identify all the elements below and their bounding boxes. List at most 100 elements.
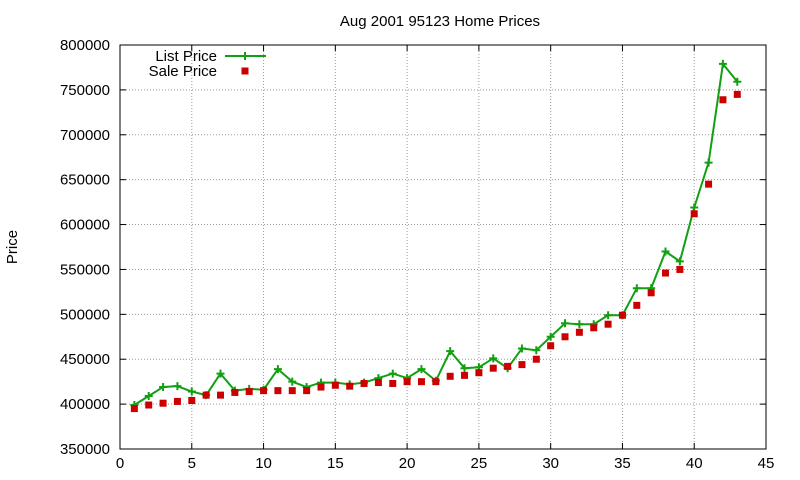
y-tick-label: 700000 — [60, 127, 110, 144]
data-point-sale-price — [446, 372, 454, 380]
data-point-sale-price — [417, 378, 425, 386]
data-point-sale-price — [475, 369, 483, 377]
data-point-list-price — [690, 203, 699, 212]
legend-label-sale-price: Sale Price — [149, 63, 217, 80]
data-point-sale-price — [633, 301, 641, 309]
series-sale-price — [130, 90, 741, 413]
data-point-list-price — [489, 354, 498, 363]
data-point-sale-price — [532, 355, 540, 363]
data-point-sale-price — [130, 405, 138, 413]
data-point-sale-price — [690, 210, 698, 218]
y-tick-label: 350000 — [60, 441, 110, 458]
data-point-sale-price — [216, 391, 224, 399]
data-point-sale-price — [733, 90, 741, 98]
x-tick-label: 0 — [116, 455, 124, 472]
y-tick-label: 550000 — [60, 261, 110, 278]
data-point-list-price — [216, 369, 225, 378]
data-point-sale-price — [489, 364, 497, 372]
data-point-sale-price — [461, 371, 469, 379]
x-tick-label: 15 — [327, 455, 344, 472]
y-tick-label: 600000 — [60, 217, 110, 234]
y-tick-label: 500000 — [60, 306, 110, 323]
data-point-sale-price — [676, 265, 684, 273]
grid-layer — [120, 45, 766, 449]
y-axis-label: Price — [4, 230, 21, 264]
legend: List Price Sale Price — [149, 48, 266, 80]
data-point-sale-price — [504, 362, 512, 370]
y-tick-label: 750000 — [60, 82, 110, 99]
x-tick-label: 35 — [614, 455, 631, 472]
data-point-sale-price — [604, 320, 612, 328]
series-list-price — [130, 59, 742, 410]
data-point-list-price — [173, 382, 182, 391]
x-tick-label: 30 — [542, 455, 559, 472]
data-point-sale-price — [705, 180, 713, 188]
data-point-list-price — [288, 377, 297, 386]
data-point-list-price — [144, 392, 153, 401]
x-tick-label: 25 — [471, 455, 488, 472]
data-point-list-price — [532, 346, 541, 355]
data-point-list-price — [187, 387, 196, 396]
data-point-sale-price — [389, 379, 397, 387]
data-point-list-price — [704, 158, 713, 167]
series-line-list-price — [133, 62, 739, 406]
data-point-sale-price — [317, 383, 325, 391]
data-point-sale-price — [245, 388, 253, 396]
data-point-sale-price — [188, 397, 196, 405]
data-point-sale-price — [647, 289, 655, 297]
legend-marker-sale-price — [241, 67, 249, 75]
data-point-list-price — [460, 364, 469, 373]
y-tick-label: 450000 — [60, 351, 110, 368]
legend-marker-list-price — [241, 52, 249, 60]
data-point-sale-price — [303, 387, 311, 395]
data-point-list-price — [388, 369, 397, 378]
data-point-sale-price — [518, 361, 526, 369]
data-point-list-price — [718, 59, 727, 68]
data-point-sale-price — [173, 397, 181, 405]
data-point-list-price — [733, 77, 742, 86]
data-point-sale-price — [260, 387, 268, 395]
data-point-sale-price — [288, 387, 296, 395]
data-point-sale-price — [360, 379, 368, 387]
data-point-list-price — [632, 284, 641, 293]
chart-title: Aug 2001 95123 Home Prices — [340, 13, 540, 30]
data-point-sale-price — [145, 401, 153, 409]
data-point-sale-price — [432, 378, 440, 386]
data-point-list-price — [575, 320, 584, 329]
series-layer — [130, 59, 742, 413]
data-point-sale-price — [231, 388, 239, 396]
data-point-list-price — [546, 332, 555, 341]
data-point-sale-price — [561, 333, 569, 341]
legend-label-list-price: List Price — [155, 48, 217, 65]
y-tick-label: 800000 — [60, 37, 110, 54]
data-point-list-price — [273, 365, 282, 374]
data-point-list-price — [561, 319, 570, 328]
x-tick-label: 20 — [399, 455, 416, 472]
x-tick-label: 10 — [255, 455, 272, 472]
plot-frame — [119, 44, 767, 450]
x-tick-label: 40 — [686, 455, 703, 472]
data-point-list-price — [517, 344, 526, 353]
data-point-sale-price — [719, 96, 727, 104]
data-point-list-price — [675, 257, 684, 266]
data-point-list-price — [661, 247, 670, 256]
data-point-sale-price — [346, 382, 354, 390]
data-point-sale-price — [590, 324, 598, 332]
data-point-list-price — [446, 347, 455, 356]
data-point-sale-price — [575, 328, 583, 336]
data-point-sale-price — [274, 387, 282, 395]
x-tick-label: 5 — [188, 455, 196, 472]
data-point-list-price — [417, 365, 426, 374]
data-point-list-price — [159, 383, 168, 392]
y-tick-label: 650000 — [60, 172, 110, 189]
data-point-list-price — [604, 311, 613, 320]
x-tick-label: 45 — [758, 455, 775, 472]
data-point-sale-price — [202, 391, 210, 399]
data-point-sale-price — [662, 269, 670, 277]
data-point-sale-price — [547, 342, 555, 350]
data-point-sale-price — [403, 378, 411, 386]
data-point-sale-price — [331, 381, 339, 389]
y-tick-label: 400000 — [60, 396, 110, 413]
data-point-sale-price — [159, 399, 167, 407]
